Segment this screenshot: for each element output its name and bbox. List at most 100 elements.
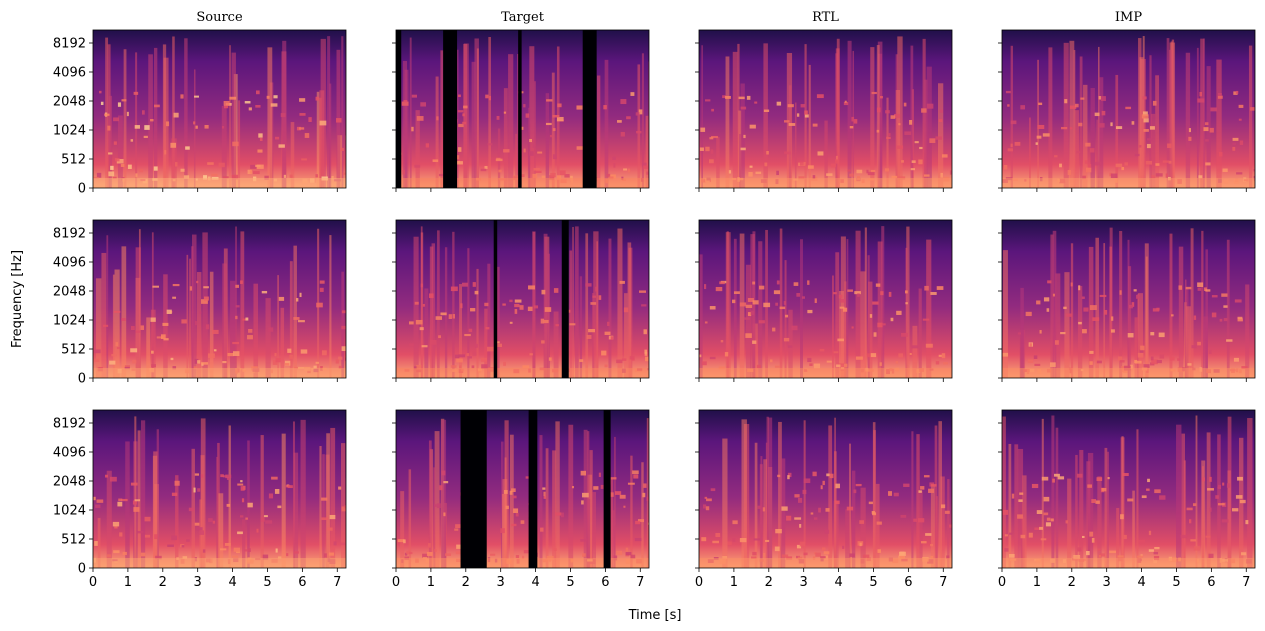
harmonic-energy <box>239 515 244 518</box>
harmonic-energy <box>224 542 231 546</box>
harmonic-energy <box>585 283 592 287</box>
harmonic-energy <box>222 475 227 478</box>
harmonic-energy <box>936 286 944 290</box>
harmonic-energy <box>556 175 562 180</box>
x-tick-label: 7 <box>636 575 644 590</box>
harmonic-energy <box>740 147 746 151</box>
harmonic-energy <box>872 512 877 516</box>
harmonic-energy <box>880 96 883 99</box>
spectral-streak <box>474 38 479 188</box>
harmonic-energy <box>625 547 629 552</box>
harmonic-energy <box>868 501 873 505</box>
harmonic-energy <box>127 164 132 169</box>
harmonic-energy <box>1101 96 1106 102</box>
spectral-streak <box>496 266 500 378</box>
harmonic-energy <box>940 504 946 509</box>
harmonic-energy <box>711 135 718 139</box>
harmonic-energy <box>135 330 141 333</box>
harmonic-energy <box>877 549 881 553</box>
y-tick-label: 512 <box>61 343 86 358</box>
spectral-streak <box>1067 478 1072 568</box>
harmonic-energy <box>925 343 933 348</box>
harmonic-energy <box>458 94 461 98</box>
harmonic-energy <box>1104 309 1108 315</box>
harmonic-energy <box>435 316 443 320</box>
spectral-streak <box>836 38 840 188</box>
harmonic-energy <box>1007 148 1013 152</box>
harmonic-energy <box>791 325 798 331</box>
harmonic-energy <box>804 110 808 115</box>
harmonic-energy <box>900 514 907 518</box>
harmonic-energy <box>803 161 806 166</box>
harmonic-energy <box>120 163 125 167</box>
harmonic-energy <box>781 554 789 558</box>
harmonic-energy <box>877 322 883 328</box>
harmonic-energy <box>155 555 162 560</box>
harmonic-energy <box>455 524 461 529</box>
harmonic-energy <box>1209 507 1212 512</box>
harmonic-energy <box>117 501 123 507</box>
spectral-streak <box>253 283 259 378</box>
spectral-streak <box>1055 273 1061 378</box>
harmonic-energy <box>540 318 545 324</box>
harmonic-energy <box>544 307 552 312</box>
spectral-streak <box>846 239 849 378</box>
spectral-streak <box>539 435 543 568</box>
harmonic-energy <box>135 173 138 178</box>
harmonic-energy <box>823 551 830 555</box>
x-tick-label: 6 <box>1207 575 1215 590</box>
spectral-streak <box>1090 87 1095 188</box>
harmonic-energy <box>552 154 557 160</box>
harmonic-energy <box>299 292 302 298</box>
harmonic-energy <box>121 498 128 502</box>
harmonic-energy <box>807 280 810 285</box>
spectral-streak <box>919 490 923 568</box>
harmonic-energy <box>509 321 513 324</box>
harmonic-energy <box>1110 329 1115 333</box>
harmonic-energy <box>592 295 597 298</box>
harmonic-energy <box>439 485 443 491</box>
spectral-streak <box>1104 447 1108 568</box>
harmonic-energy <box>163 338 169 341</box>
spectral-streak <box>828 425 833 568</box>
harmonic-energy <box>181 319 187 324</box>
panel-r2-source: 0 512 1024 2048 4096 8192 0 1 2 3 4 5 6 7 <box>53 409 347 590</box>
spectral-streak <box>864 227 867 378</box>
harmonic-energy <box>512 175 520 180</box>
spectral-streak <box>701 45 703 188</box>
harmonic-energy <box>280 113 286 118</box>
harmonic-energy <box>110 165 114 170</box>
harmonic-energy <box>579 359 584 363</box>
spectral-streak <box>926 66 932 188</box>
spectral-streak <box>408 469 412 568</box>
spectral-streak <box>1137 293 1144 378</box>
spectral-streak <box>1087 452 1094 568</box>
harmonic-energy <box>870 169 876 173</box>
harmonic-energy <box>776 170 779 176</box>
harmonic-energy <box>732 520 738 525</box>
harmonic-energy <box>180 168 185 172</box>
harmonic-energy <box>785 314 789 318</box>
spectral-streak <box>637 64 641 188</box>
harmonic-energy <box>212 329 219 334</box>
harmonic-energy <box>1211 312 1217 318</box>
spectral-streak <box>849 443 851 568</box>
harmonic-energy <box>153 166 158 171</box>
harmonic-energy <box>709 137 714 140</box>
x-tick-label: 3 <box>800 575 808 590</box>
spectral-streak <box>108 95 113 188</box>
harmonic-energy <box>807 357 812 363</box>
harmonic-energy <box>756 364 761 369</box>
harmonic-energy <box>1155 173 1163 177</box>
harmonic-energy <box>867 171 875 176</box>
harmonic-energy <box>413 366 417 370</box>
harmonic-energy <box>1115 126 1123 130</box>
silent-segment <box>518 30 522 188</box>
harmonic-energy <box>926 103 934 109</box>
harmonic-energy <box>450 365 457 368</box>
harmonic-energy <box>1037 124 1045 129</box>
harmonic-energy <box>122 551 127 556</box>
harmonic-energy <box>1088 163 1092 168</box>
harmonic-energy <box>603 105 607 110</box>
harmonic-energy <box>414 164 421 168</box>
